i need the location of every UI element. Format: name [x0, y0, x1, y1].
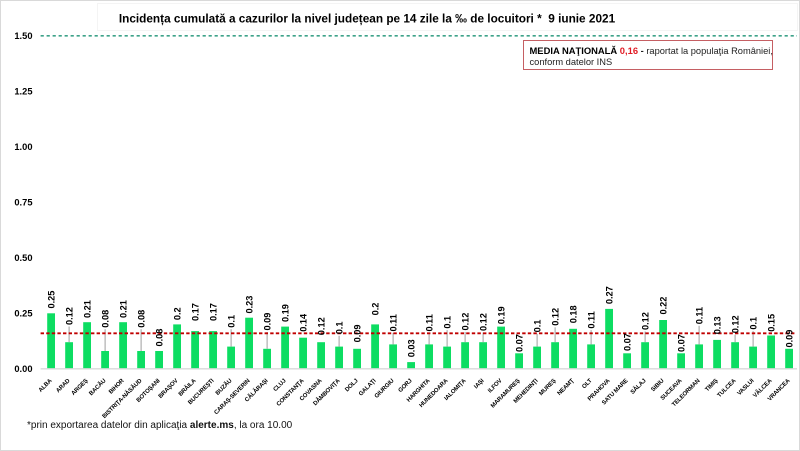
svg-text:0.12: 0.12: [731, 315, 741, 333]
svg-text:0.2: 0.2: [371, 303, 381, 316]
svg-text:0.1: 0.1: [335, 322, 345, 335]
svg-text:ALBA: ALBA: [38, 378, 54, 394]
svg-text:SIBIU: SIBIU: [650, 378, 665, 393]
svg-text:0.12: 0.12: [641, 312, 651, 330]
svg-text:0.03: 0.03: [407, 339, 417, 357]
svg-text:0.21: 0.21: [83, 300, 93, 318]
svg-text:0.17: 0.17: [209, 303, 219, 321]
svg-text:MUREŞ: MUREŞ: [538, 378, 557, 397]
svg-text:0.50: 0.50: [14, 253, 32, 263]
svg-text:OLT: OLT: [581, 378, 593, 390]
svg-text:0.07: 0.07: [623, 333, 633, 351]
svg-text:0.11: 0.11: [695, 307, 705, 324]
svg-text:GORJ: GORJ: [398, 378, 414, 394]
svg-text:0.08: 0.08: [101, 310, 111, 328]
svg-text:1.25: 1.25: [14, 87, 32, 97]
svg-text:0.1: 0.1: [533, 320, 543, 333]
svg-text:0.1: 0.1: [749, 317, 759, 330]
svg-text:0.25: 0.25: [14, 309, 32, 319]
svg-text:0.17: 0.17: [191, 303, 201, 321]
svg-text:BACĂU: BACĂU: [88, 377, 108, 397]
svg-text:ARGEŞ: ARGEŞ: [71, 378, 90, 397]
svg-text:NEAMŢ: NEAMŢ: [557, 378, 576, 397]
svg-text:0.15: 0.15: [767, 314, 777, 332]
svg-text:0.09: 0.09: [785, 330, 795, 348]
svg-text:SĂLAJ: SĂLAJ: [629, 377, 647, 395]
svg-text:0.11: 0.11: [425, 314, 435, 331]
svg-text:0.07: 0.07: [515, 334, 525, 352]
svg-text:0.21: 0.21: [119, 300, 129, 318]
svg-text:TULCEA: TULCEA: [717, 378, 738, 399]
svg-text:0.12: 0.12: [479, 313, 489, 331]
svg-text:0.12: 0.12: [551, 308, 561, 326]
svg-text:0.09: 0.09: [263, 313, 273, 331]
svg-text:0.12: 0.12: [317, 317, 327, 335]
svg-text:1.50: 1.50: [14, 31, 32, 41]
svg-text:TIMIŞ: TIMIŞ: [704, 378, 719, 393]
svg-text:0.27: 0.27: [605, 286, 615, 304]
svg-text:0.75: 0.75: [14, 198, 32, 208]
svg-text:Incidența cumulată a cazurilor: Incidența cumulată a cazurilor la nivel …: [119, 11, 616, 25]
svg-text:0.19: 0.19: [281, 304, 291, 322]
svg-text:1.00: 1.00: [14, 142, 32, 152]
svg-text:GIURGIU: GIURGIU: [374, 378, 396, 400]
svg-text:IAŞI: IAŞI: [473, 378, 485, 390]
svg-text:0.18: 0.18: [569, 305, 579, 323]
svg-text:0.09: 0.09: [353, 325, 363, 343]
svg-text:0.00: 0.00: [14, 364, 32, 374]
svg-text:ILFOV: ILFOV: [487, 378, 503, 394]
svg-text:0.07: 0.07: [677, 334, 687, 352]
svg-text:0.19: 0.19: [497, 306, 507, 324]
svg-text:0.12: 0.12: [65, 307, 75, 325]
svg-text:BRAŞOV: BRAŞOV: [158, 378, 180, 400]
svg-text:0.08: 0.08: [137, 310, 147, 328]
svg-text:0.08: 0.08: [155, 329, 165, 347]
svg-text:0.2: 0.2: [173, 307, 183, 320]
svg-text:ARAD: ARAD: [55, 378, 72, 395]
svg-text:DOLJ: DOLJ: [344, 378, 359, 393]
svg-text:0.11: 0.11: [587, 311, 597, 328]
svg-text:0.25: 0.25: [47, 291, 57, 309]
svg-text:0.13: 0.13: [713, 316, 723, 334]
svg-text:0.22: 0.22: [659, 297, 669, 315]
svg-text:0.12: 0.12: [461, 313, 471, 331]
svg-text:0.23: 0.23: [245, 296, 255, 314]
svg-text:0.1: 0.1: [227, 315, 237, 328]
svg-text:0.14: 0.14: [299, 313, 309, 332]
svg-text:0.1: 0.1: [443, 316, 453, 329]
svg-text:0.11: 0.11: [389, 314, 399, 331]
svg-text:CLUJ: CLUJ: [273, 378, 288, 393]
